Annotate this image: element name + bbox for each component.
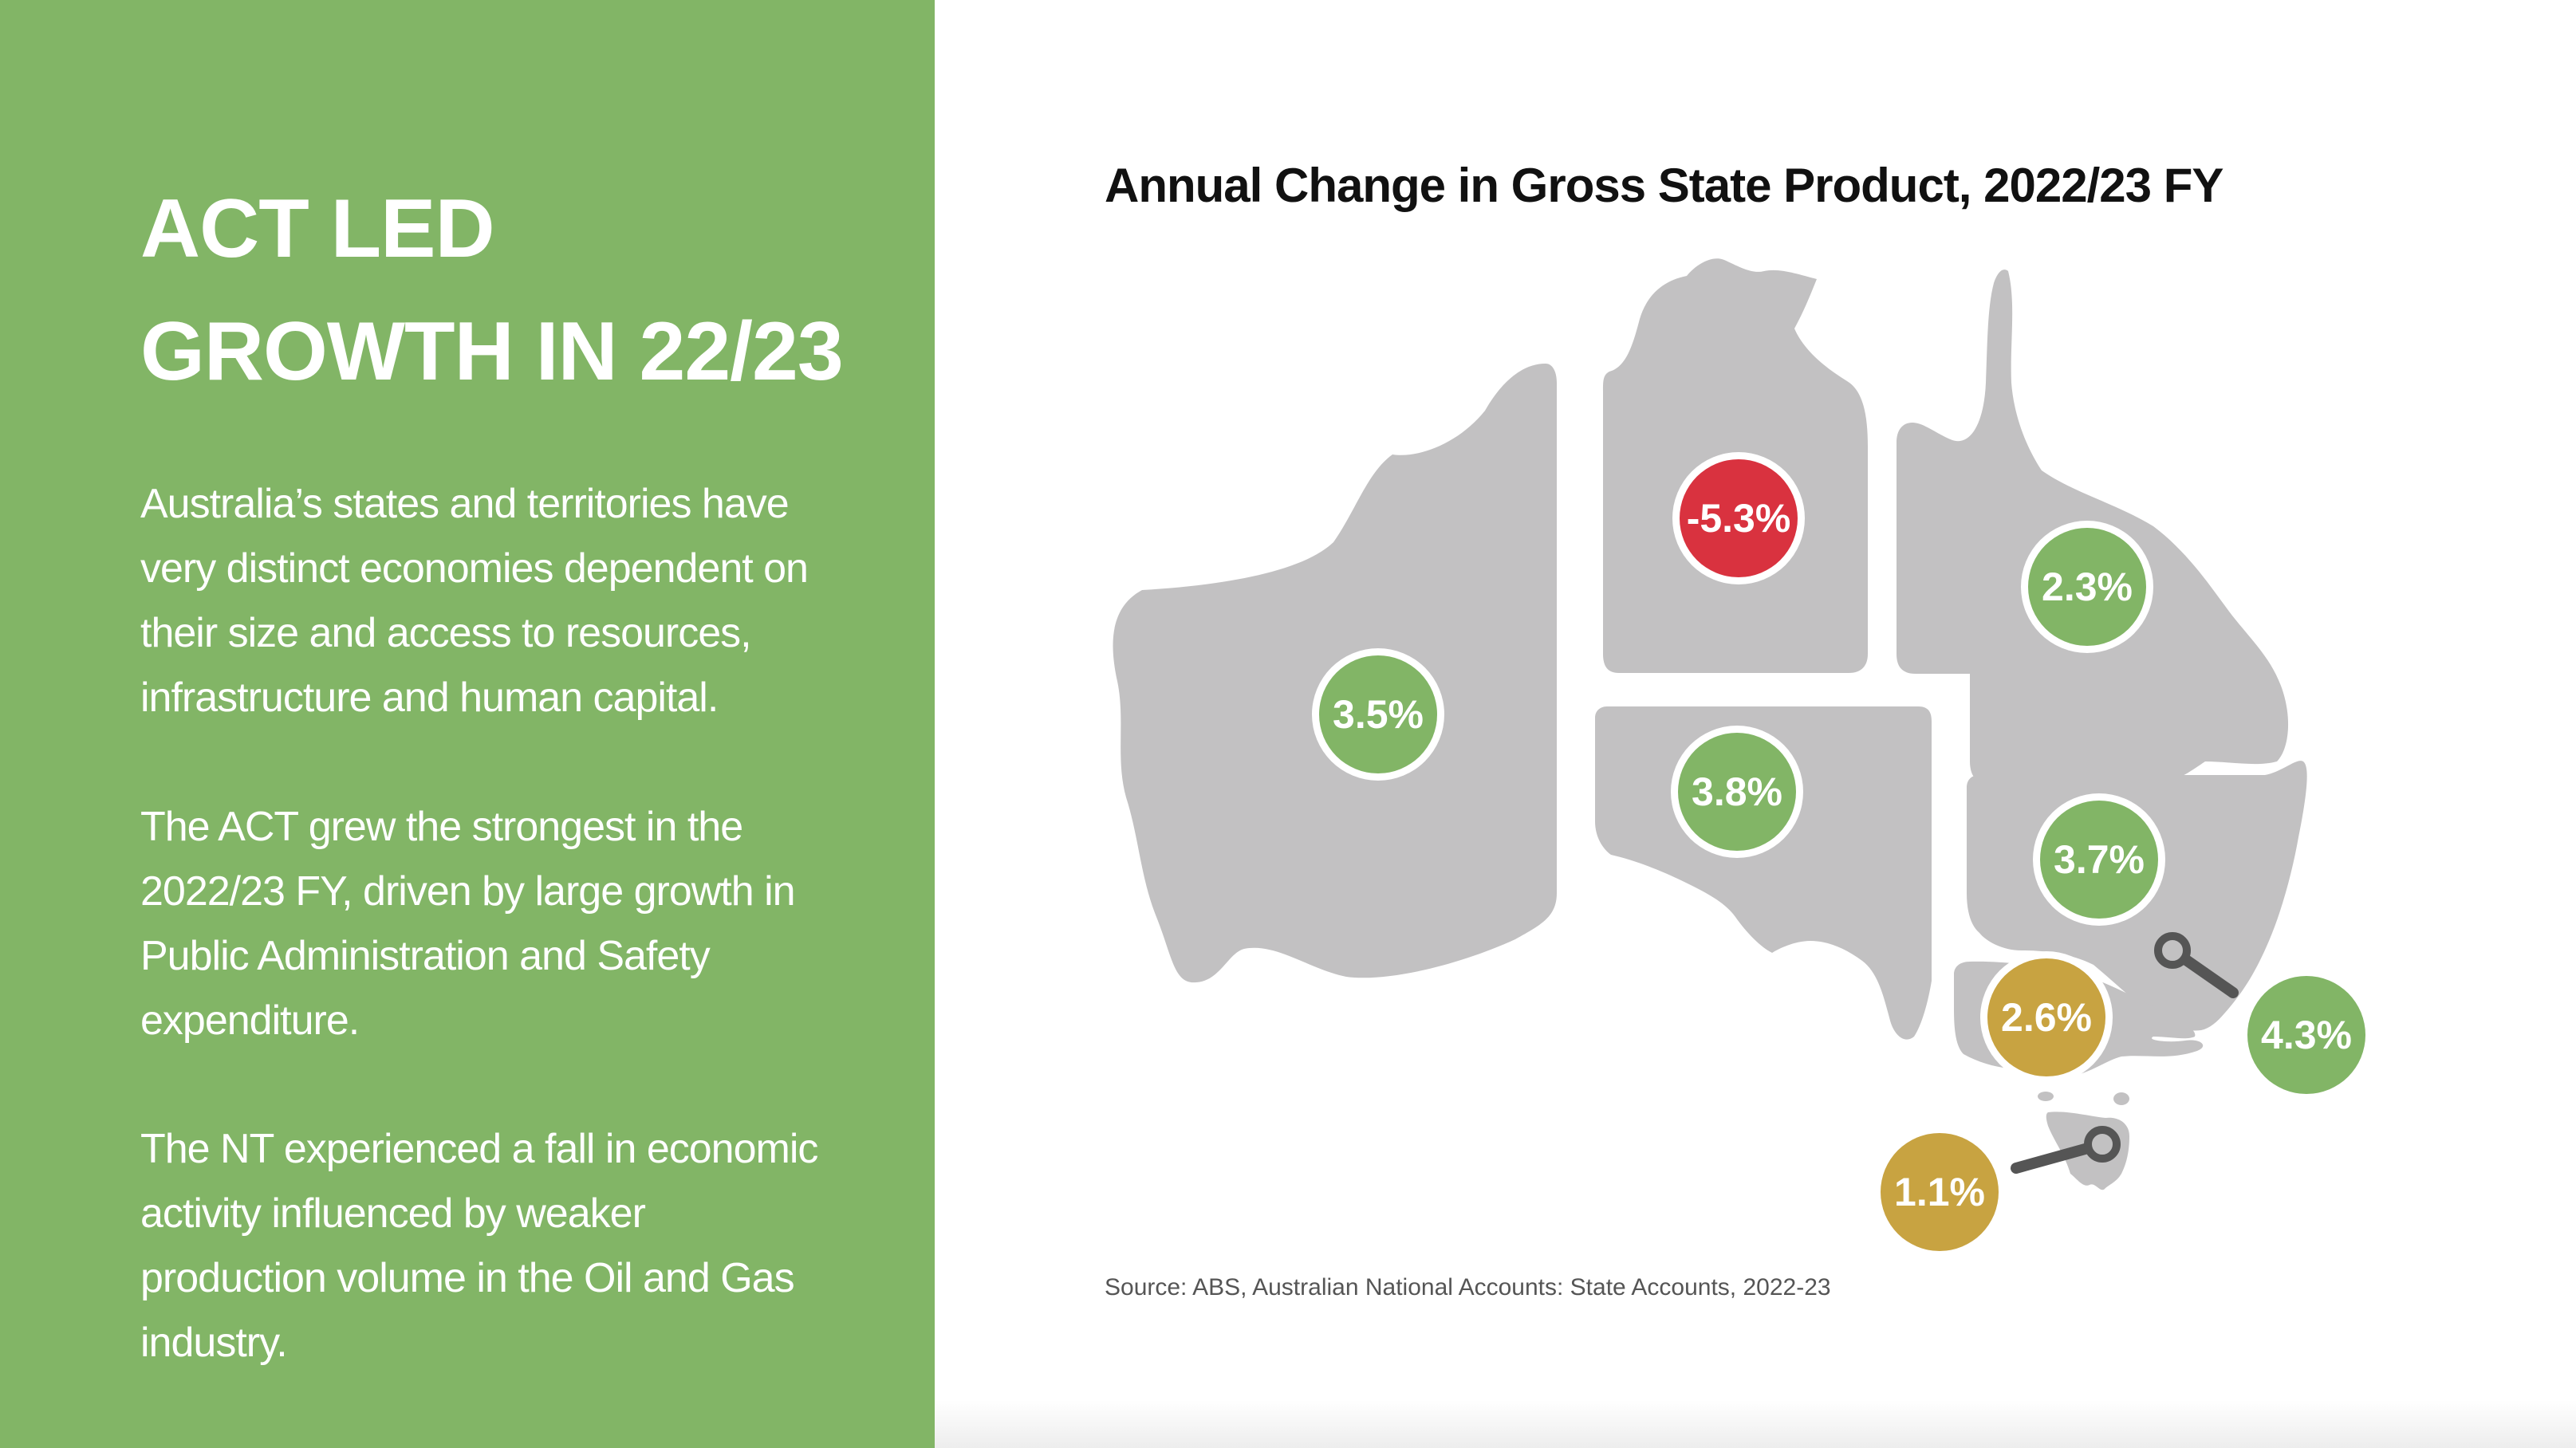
bubble-qld-circle bbox=[2028, 528, 2146, 646]
headline-line-2: GROWTH IN 22/23 bbox=[140, 305, 844, 398]
bubble-nt-label: -5.3% bbox=[1687, 496, 1791, 541]
bubble-tas-label: 1.1% bbox=[1894, 1170, 1985, 1214]
bubble-wa-label: 3.5% bbox=[1333, 692, 1424, 737]
island-fleet-2 bbox=[2113, 1092, 2129, 1105]
tas-pin bbox=[2084, 1126, 2121, 1163]
paragraph-overview: Australia’s states and territories have … bbox=[140, 481, 809, 721]
bubble-qld: 2.3% bbox=[2021, 521, 2153, 653]
bubble-sa-label: 3.8% bbox=[1692, 769, 1782, 814]
bubble-wa: 3.5% bbox=[1312, 648, 1444, 781]
bubble-nsw-label: 3.7% bbox=[2054, 837, 2145, 882]
map-title: Annual Change in Gross State Product, 20… bbox=[1105, 159, 2223, 212]
bubble-nsw: 3.7% bbox=[2033, 793, 2165, 926]
act-pin bbox=[2154, 932, 2191, 969]
bubble-nt: -5.3% bbox=[1672, 452, 1805, 584]
bubble-sa: 3.8% bbox=[1671, 726, 1803, 858]
bubble-vic-label: 2.6% bbox=[2001, 995, 2092, 1040]
summary-panel: ACT LED GROWTH IN 22/23 Australia’s stat… bbox=[0, 0, 935, 1448]
bubble-tas: 1.1% bbox=[1873, 1126, 2006, 1258]
map-land bbox=[1113, 258, 2307, 1190]
source-note: Source: ABS, Australian National Account… bbox=[1105, 1274, 1831, 1300]
paragraph-nt: The NT experienced a fall in economic ac… bbox=[140, 1126, 818, 1366]
bubble-nt-circle bbox=[1680, 459, 1798, 577]
headline-line-1: ACT LED bbox=[140, 183, 495, 275]
bubble-tas-circle bbox=[1881, 1133, 1999, 1251]
bottom-shade bbox=[935, 1400, 2576, 1448]
bubble-vic: 2.6% bbox=[1980, 951, 2113, 1084]
bubble-vic-circle bbox=[1987, 958, 2105, 1076]
bubble-nsw-circle bbox=[2040, 801, 2158, 919]
bubble-sa-circle bbox=[1678, 733, 1796, 851]
bubble-qld-label: 2.3% bbox=[2042, 565, 2133, 609]
island-fleet bbox=[2038, 1092, 2054, 1101]
bubble-wa-circle bbox=[1319, 655, 1437, 773]
headline: ACT LED GROWTH IN 22/23 bbox=[140, 167, 858, 413]
bubble-act-circle bbox=[2247, 976, 2365, 1094]
bubble-act: 4.3% bbox=[2240, 969, 2373, 1101]
leader-lines bbox=[2011, 932, 2239, 1174]
bubble-act-label: 4.3% bbox=[2261, 1013, 2352, 1057]
paragraph-act: The ACT grew the strongest in the 2022/2… bbox=[140, 804, 796, 1044]
